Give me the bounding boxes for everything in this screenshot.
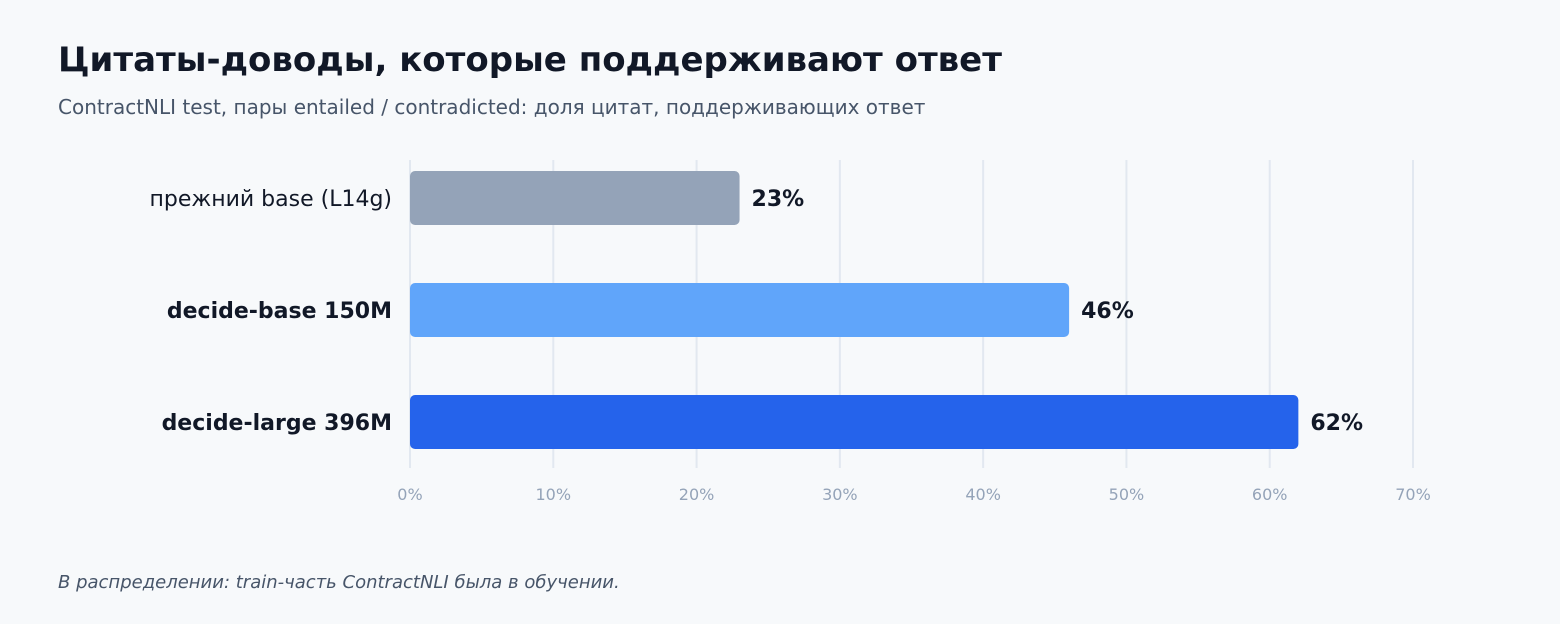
- bar: [410, 283, 1070, 337]
- x-axis-ticks: 0% 10% 20% 30% 40% 50% 60% 70%: [397, 485, 1430, 504]
- x-tick-label: 70%: [1395, 485, 1431, 504]
- bars: [410, 171, 1299, 449]
- bar: [410, 395, 1299, 449]
- value-label: 46%: [1081, 299, 1134, 324]
- x-tick-label: 60%: [1252, 485, 1288, 504]
- value-label: 23%: [752, 187, 805, 212]
- value-label: 62%: [1310, 411, 1363, 436]
- footnote: В распределении: train-часть ContractNLI…: [58, 572, 620, 593]
- x-tick-label: 50%: [1109, 485, 1145, 504]
- x-tick-label: 20%: [679, 485, 715, 504]
- x-tick-label: 0%: [397, 485, 422, 504]
- x-tick-label: 10%: [536, 485, 572, 504]
- bar: [410, 171, 740, 225]
- category-label: decide-large 396M: [162, 411, 392, 436]
- labels: прежний base (L14g) 23% decide-base 150M 46…: [150, 187, 1364, 436]
- category-label: прежний base (L14g): [150, 187, 393, 212]
- chart-title: Цитаты-доводы, которые поддерживают отве…: [58, 40, 1002, 80]
- category-label: decide-base 150M: [167, 299, 392, 324]
- x-tick-label: 40%: [965, 485, 1001, 504]
- chart-subtitle: ContractNLI test, пары entailed / contra…: [58, 95, 926, 119]
- x-tick-label: 30%: [822, 485, 858, 504]
